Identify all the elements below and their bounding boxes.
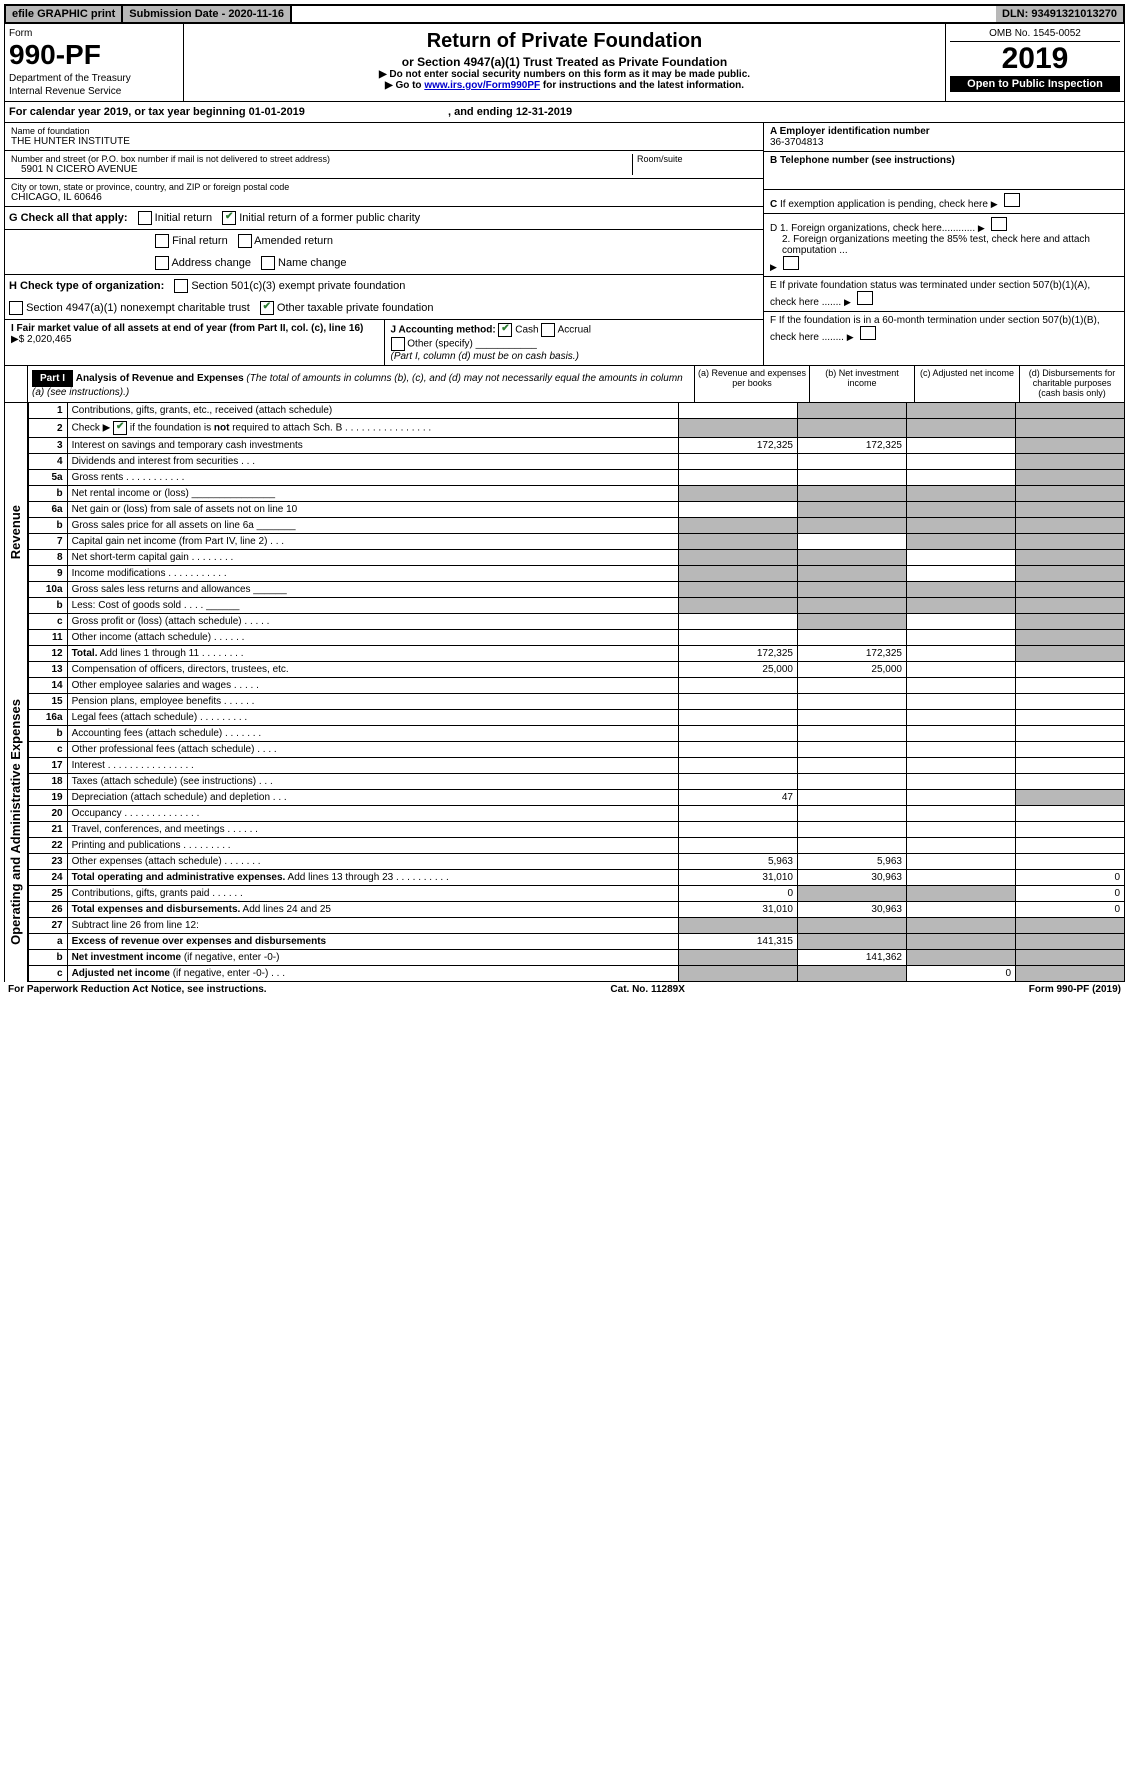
- form-number: 990-PF: [9, 39, 179, 71]
- part1-label: Part I: [32, 370, 73, 387]
- expenses-side-label: Operating and Administrative Expenses: [6, 695, 25, 949]
- foundation-name-cell: Name of foundation THE HUNTER INSTITUTE: [5, 123, 763, 151]
- expenses-table: 13Compensation of officers, directors, t…: [28, 662, 1125, 982]
- dln-label: DLN: 93491321013270: [996, 6, 1123, 22]
- part1-header-row: Part I Analysis of Revenue and Expenses …: [4, 366, 1125, 403]
- c-cell: C C If exemption application is pending,…: [764, 190, 1124, 214]
- chk-501c3[interactable]: [174, 279, 188, 293]
- chk-name[interactable]: [261, 256, 275, 270]
- form-label: Form: [9, 28, 179, 39]
- col-d-head: (d) Disbursements for charitable purpose…: [1019, 366, 1124, 402]
- form-subtitle: or Section 4947(a)(1) Trust Treated as P…: [188, 55, 941, 69]
- tax-year: 2019: [950, 42, 1120, 76]
- e-cell: E If private foundation status was termi…: [764, 277, 1124, 312]
- g-row: G Check all that apply: Initial return I…: [5, 207, 763, 230]
- city-state-zip: CHICAGO, IL 60646: [11, 192, 757, 203]
- chk-amended[interactable]: [238, 234, 252, 248]
- chk-initial-former[interactable]: [222, 211, 236, 225]
- fmv-value: ▶$ 2,020,465: [11, 334, 72, 345]
- year-box: OMB No. 1545-0052 2019 Open to Public In…: [945, 24, 1124, 101]
- expenses-section: Operating and Administrative Expenses 13…: [4, 662, 1125, 982]
- revenue-section: Revenue 1Contributions, gifts, grants, e…: [4, 403, 1125, 662]
- form-ref: Form 990-PF (2019): [1029, 984, 1121, 995]
- title-center: Return of Private Foundation or Section …: [184, 24, 945, 101]
- form-title: Return of Private Foundation: [188, 30, 941, 53]
- chk-address[interactable]: [155, 256, 169, 270]
- form-box: Form 990-PF Department of the Treasury I…: [5, 24, 184, 101]
- city-cell: City or town, state or province, country…: [5, 179, 763, 207]
- calendar-year-row: For calendar year 2019, or tax year begi…: [4, 102, 1125, 123]
- phone-cell: B Telephone number (see instructions): [764, 152, 1124, 190]
- dept-treasury: Department of the Treasury: [9, 73, 179, 84]
- footer: For Paperwork Reduction Act Notice, see …: [4, 982, 1125, 997]
- foundation-name: THE HUNTER INSTITUTE: [11, 136, 757, 147]
- h-row: H Check type of organization: Section 50…: [5, 275, 763, 297]
- identity-row: Name of foundation THE HUNTER INSTITUTE …: [4, 123, 1125, 366]
- paperwork-notice: For Paperwork Reduction Act Notice, see …: [8, 984, 267, 995]
- chk-c[interactable]: [1004, 193, 1020, 207]
- f-cell: F If the foundation is in a 60-month ter…: [764, 312, 1124, 346]
- ein-cell: A Employer identification number 36-3704…: [764, 123, 1124, 152]
- chk-sch-b[interactable]: [113, 421, 127, 435]
- revenue-side-label: Revenue: [6, 501, 25, 563]
- room-label: Room/suite: [637, 154, 757, 164]
- chk-d1[interactable]: [991, 217, 1007, 231]
- chk-d2[interactable]: [783, 256, 799, 270]
- chk-other-method[interactable]: [391, 337, 405, 351]
- cat-no: Cat. No. 11289X: [610, 984, 684, 995]
- note-ssn: ▶ Do not enter social security numbers o…: [188, 69, 941, 80]
- chk-e[interactable]: [857, 291, 873, 305]
- chk-other-taxable[interactable]: [260, 301, 274, 315]
- dept-irs: Internal Revenue Service: [9, 86, 179, 97]
- col-a-head: (a) Revenue and expenses per books: [694, 366, 809, 402]
- submission-date: Submission Date - 2020-11-16: [123, 6, 292, 22]
- col-b-head: (b) Net investment income: [809, 366, 914, 402]
- chk-final[interactable]: [155, 234, 169, 248]
- efile-label: efile GRAPHIC print: [6, 6, 123, 22]
- street-address: 5901 N CICERO AVENUE: [11, 164, 632, 175]
- chk-f[interactable]: [860, 326, 876, 340]
- note-link: ▶ Go to www.irs.gov/Form990PF for instru…: [188, 80, 941, 91]
- omb-number: OMB No. 1545-0052: [950, 28, 1120, 42]
- open-public: Open to Public Inspection: [950, 76, 1120, 92]
- d-cell: D 1. Foreign organizations, check here..…: [764, 214, 1124, 277]
- j-cell: J Accounting method: Cash Accrual Other …: [385, 320, 764, 365]
- chk-4947[interactable]: [9, 301, 23, 315]
- ein-value: 36-3704813: [770, 137, 823, 148]
- chk-initial[interactable]: [138, 211, 152, 225]
- header-row: Form 990-PF Department of the Treasury I…: [4, 24, 1125, 102]
- col-c-head: (c) Adjusted net income: [914, 366, 1019, 402]
- chk-cash[interactable]: [498, 323, 512, 337]
- revenue-table: 1Contributions, gifts, grants, etc., rec…: [28, 403, 1125, 662]
- top-bar: efile GRAPHIC print Submission Date - 20…: [4, 4, 1125, 24]
- chk-accrual[interactable]: [541, 323, 555, 337]
- street-cell: Number and street (or P.O. box number if…: [5, 151, 763, 179]
- i-cell: I Fair market value of all assets at end…: [5, 320, 385, 365]
- irs-link[interactable]: www.irs.gov/Form990PF: [424, 80, 540, 91]
